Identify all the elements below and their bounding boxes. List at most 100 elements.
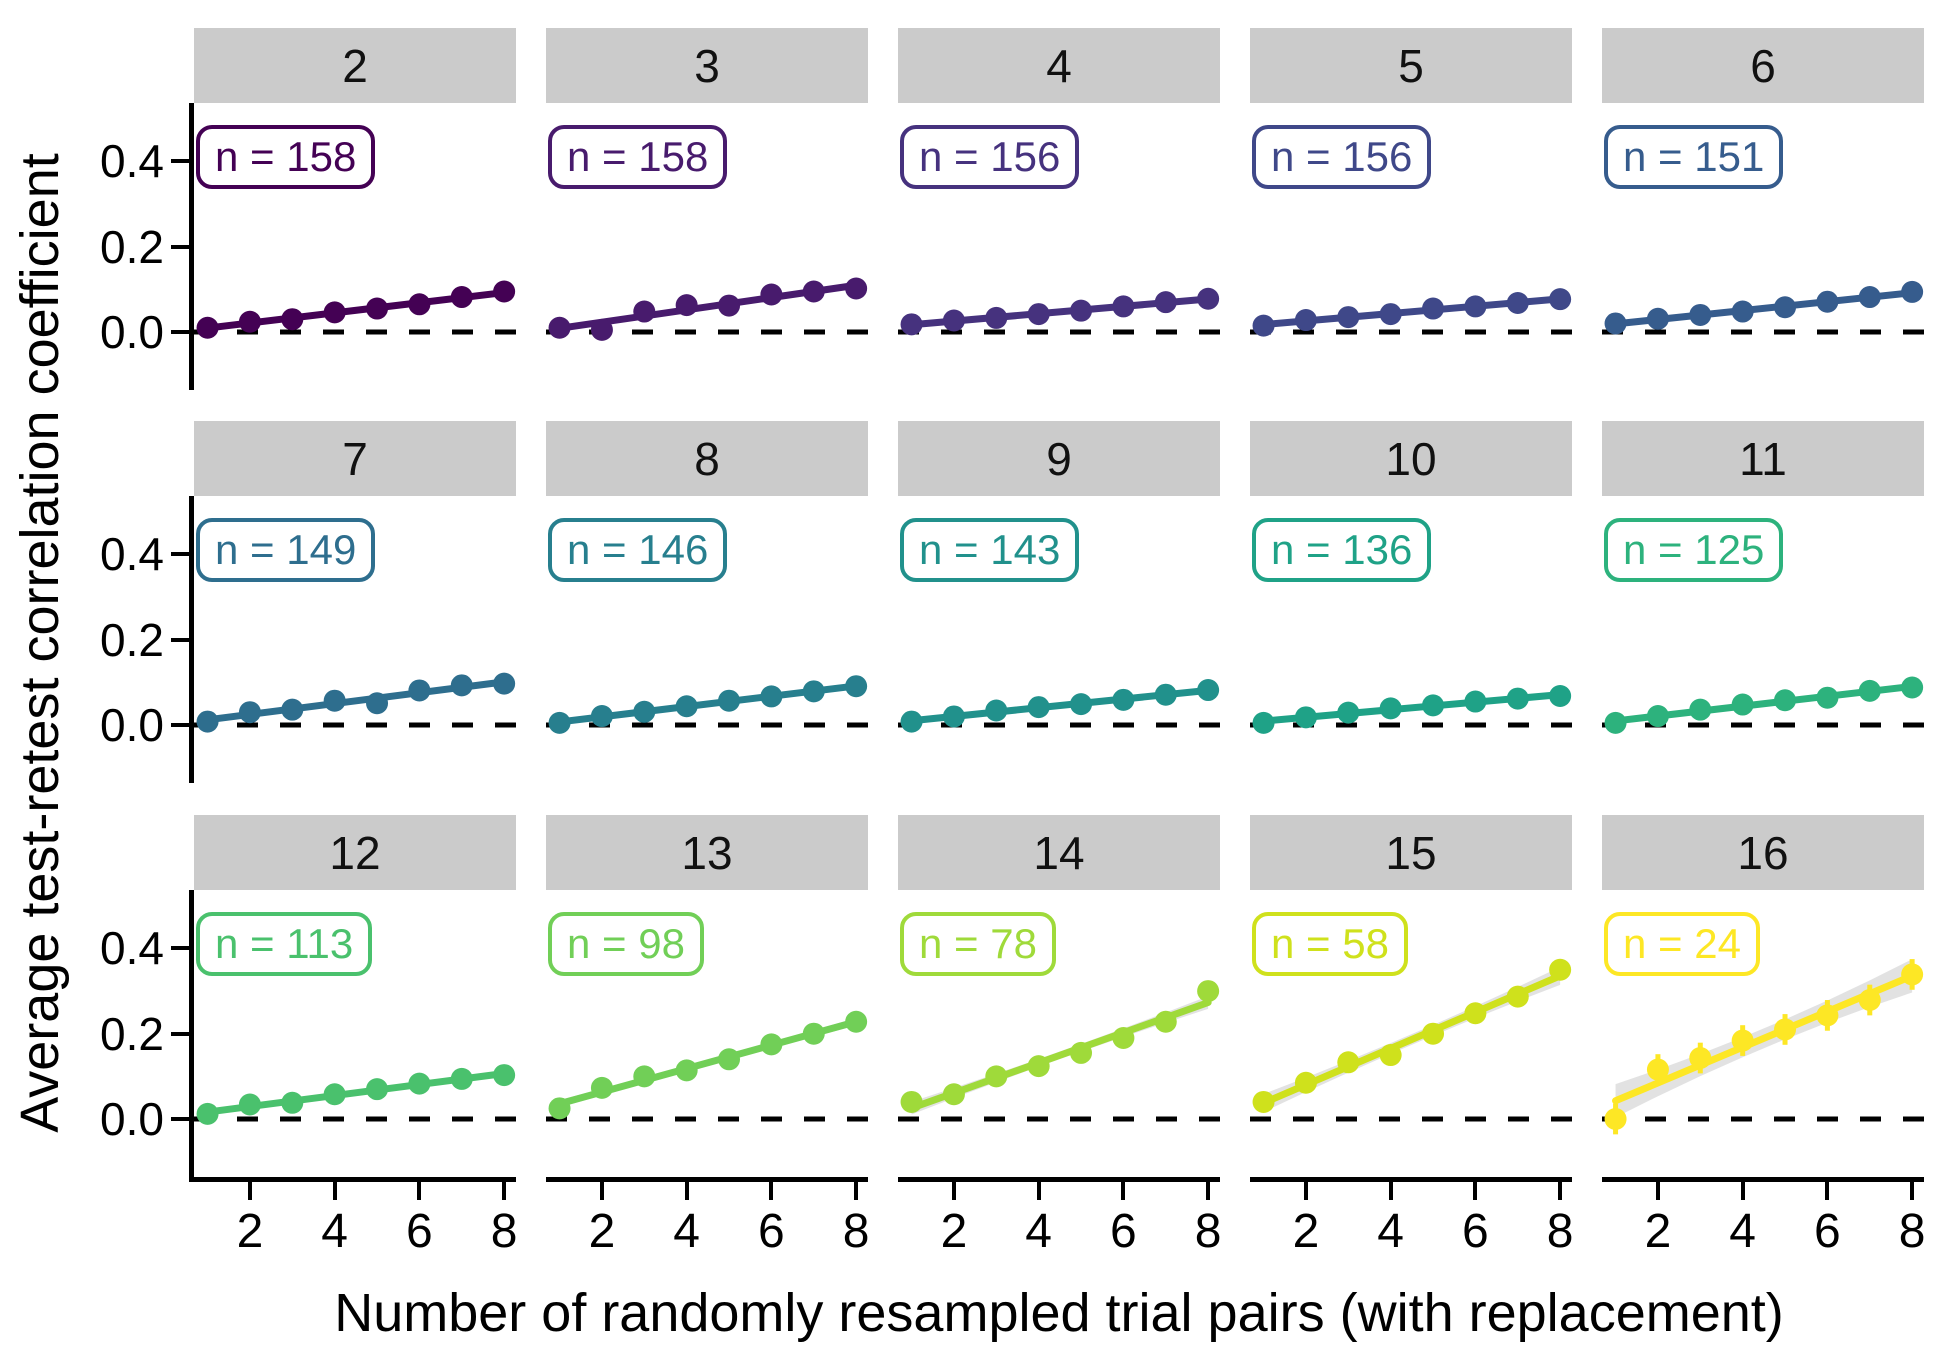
data-point [985, 699, 1008, 722]
data-point [281, 698, 304, 721]
facet-strip: 16 [1602, 815, 1924, 890]
data-point [1070, 1041, 1093, 1064]
data-point [1774, 689, 1797, 712]
plot-svg [1602, 280, 1924, 335]
x-tick [1388, 1182, 1393, 1200]
data-point [196, 1102, 219, 1125]
data-point [1337, 306, 1360, 329]
facet-plot: n = 156 [1250, 103, 1572, 390]
data-point [408, 293, 431, 316]
data-point [323, 1083, 346, 1106]
data-point [1901, 963, 1924, 986]
data-point [845, 277, 868, 300]
data-point [281, 1091, 304, 1114]
data-point [1646, 307, 1669, 330]
facet-plot: n = 24 [1602, 890, 1924, 1177]
x-tick [1036, 1182, 1041, 1200]
data-point [1549, 958, 1572, 981]
plot-svg [1602, 959, 1924, 1135]
y-tick-label: 0.4 [100, 135, 164, 188]
data-point [1604, 1108, 1627, 1131]
data-point [548, 316, 571, 339]
data-point [1422, 694, 1445, 717]
data-point [1774, 296, 1797, 319]
plot-svg [1250, 288, 1572, 337]
facet-strip-label: 2 [342, 39, 368, 92]
facet-strip: 4 [898, 28, 1220, 103]
data-point [1774, 1018, 1797, 1041]
data-point [802, 1022, 825, 1045]
facet-strip: 3 [546, 28, 868, 103]
n-label: n = 125 [1604, 518, 1784, 582]
facet-plot: n = 158 [546, 103, 868, 390]
facet-plot: n = 158 [194, 103, 516, 390]
data-point [1070, 693, 1093, 716]
x-axis-line [189, 1177, 516, 1182]
facet-strip: 7 [194, 421, 516, 496]
data-point [1816, 686, 1839, 709]
data-point [1379, 1044, 1402, 1067]
data-point [1422, 1022, 1445, 1045]
data-point [450, 286, 473, 309]
n-label: n = 113 [196, 912, 373, 976]
x-tick [854, 1182, 859, 1200]
plot-svg [898, 679, 1220, 733]
x-tick-label: 6 [1110, 1205, 1137, 1258]
y-axis-line [189, 890, 194, 1182]
x-tick [502, 1182, 507, 1200]
plot-svg [546, 675, 868, 734]
data-point [1379, 303, 1402, 326]
y-tick-label: 0.2 [100, 1007, 164, 1060]
data-point [1506, 292, 1529, 315]
data-point [802, 680, 825, 703]
data-point [196, 316, 219, 339]
facet-strip: 8 [546, 421, 868, 496]
y-tick [171, 244, 189, 249]
n-label: n = 24 [1604, 912, 1760, 976]
facet-plot: n = 149 [194, 496, 516, 783]
data-point [1337, 1051, 1360, 1074]
x-tick-label: 8 [490, 1205, 518, 1258]
x-axis-line [1602, 1177, 1924, 1182]
y-tick [171, 1031, 189, 1036]
data-point [1197, 287, 1220, 310]
data-point [1549, 685, 1572, 708]
data-point [1294, 309, 1317, 332]
facet-strip: 10 [1250, 421, 1572, 496]
y-tick-label: 0.0 [100, 306, 164, 358]
data-point [366, 1078, 389, 1101]
data-point [323, 301, 346, 324]
data-point [1506, 985, 1529, 1008]
x-tick-label: 4 [1729, 1205, 1756, 1258]
facet-strip: 5 [1250, 28, 1572, 103]
data-point [1070, 299, 1093, 322]
y-tick-label: 0.2 [100, 220, 164, 273]
x-tick-label: 2 [236, 1205, 264, 1258]
data-point [1337, 701, 1360, 724]
x-tick [951, 1182, 956, 1200]
data-point [985, 1065, 1008, 1088]
n-label: n = 98 [548, 912, 704, 976]
data-point [590, 705, 613, 728]
x-tick [1473, 1182, 1478, 1200]
y-tick-label: 0.0 [100, 699, 164, 751]
facet-plot: n = 151 [1602, 103, 1924, 390]
facet-strip: 14 [898, 815, 1220, 890]
x-tick [332, 1182, 337, 1200]
facet-plot: n = 156 [898, 103, 1220, 390]
plot-svg [1250, 958, 1572, 1122]
x-tick [684, 1182, 689, 1200]
n-label: n = 156 [900, 125, 1080, 189]
data-point [1604, 711, 1627, 734]
data-point [1901, 676, 1924, 699]
data-point [900, 1090, 923, 1113]
data-point [718, 689, 741, 712]
facet-strip-label: 5 [1398, 39, 1424, 92]
data-point [1027, 696, 1050, 719]
y-tick-label: 0.0 [100, 1093, 164, 1145]
facet-strip: 15 [1250, 815, 1572, 890]
y-tick [171, 637, 189, 642]
x-tick-label: 8 [1898, 1205, 1926, 1258]
data-point [238, 310, 261, 333]
